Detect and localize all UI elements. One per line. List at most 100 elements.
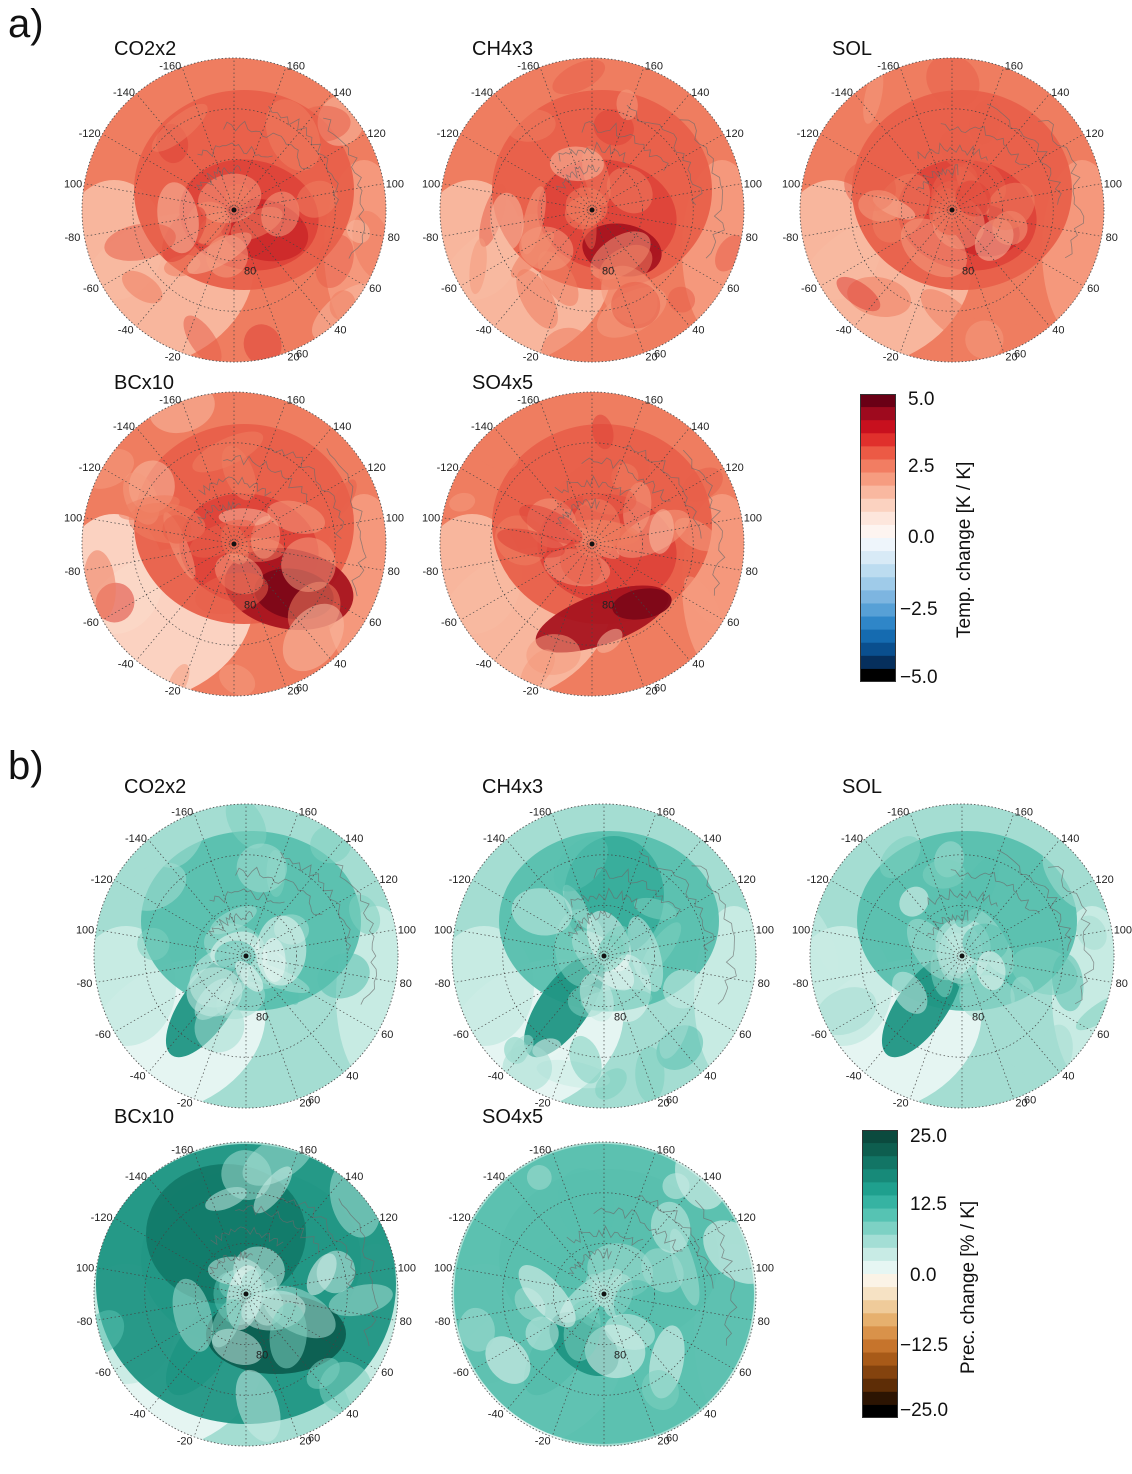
coastline — [581, 121, 669, 172]
map-boundary — [451, 803, 757, 1109]
longitude-label: -60 — [801, 283, 817, 295]
colorbar-swatch — [860, 590, 896, 604]
longitude-label: 160 — [645, 60, 663, 72]
colorbar-swatch — [862, 1221, 898, 1236]
longitude-label: -40 — [476, 659, 492, 671]
longitude-label: -100 — [422, 512, 440, 524]
coastline — [1047, 865, 1095, 1005]
longitude-label: -100 — [76, 924, 94, 936]
meridian — [591, 209, 742, 237]
map-title-b-bcx10: BCx10 — [114, 1106, 175, 1128]
colorbar-swatch — [860, 433, 896, 447]
field-patch — [569, 1035, 602, 1084]
meridian — [454, 929, 605, 957]
colorbar-swatch — [862, 1352, 898, 1367]
polar-map-a-sol: -160 160 -140 140 -120 120 -100 100 -80 80 -60 60 -4… — [782, 57, 1122, 364]
field-patch — [265, 99, 321, 171]
longitude-label: -120 — [91, 1212, 113, 1224]
colorbar-swatch — [860, 655, 896, 670]
meridian — [899, 67, 953, 211]
colorbar-swatch — [862, 1130, 898, 1144]
coastline — [593, 1207, 683, 1252]
field-patch — [565, 187, 608, 226]
longitude-label: -100 — [782, 178, 800, 190]
field-patch — [282, 603, 344, 672]
latitude-circle — [195, 1243, 297, 1345]
meridian — [951, 183, 1102, 211]
field-patch — [330, 479, 357, 518]
meridian — [245, 879, 378, 957]
meridian — [245, 1177, 344, 1295]
field-patch — [210, 905, 257, 935]
colorbar-swatch — [862, 1391, 898, 1406]
meridian — [603, 1293, 754, 1321]
coastline — [917, 164, 959, 190]
longitude-label: 100 — [744, 512, 762, 524]
latitude-label: 80 — [602, 266, 614, 278]
latitude-label: 80 — [256, 1012, 268, 1024]
meridian — [951, 133, 1084, 211]
colorbar-swatch — [860, 564, 896, 578]
field-patch — [192, 431, 264, 473]
field-patch — [650, 1201, 691, 1254]
meridian — [472, 955, 605, 1033]
meridian — [603, 879, 736, 957]
latitude-circle — [553, 905, 655, 1007]
field-patch — [662, 1173, 690, 1200]
meridian — [442, 517, 593, 545]
longitude-label: 60 — [727, 283, 739, 295]
field-patch — [810, 908, 839, 974]
coastline — [694, 1199, 738, 1346]
meridian — [233, 543, 384, 571]
meridian — [102, 467, 235, 545]
field-patch — [667, 286, 696, 313]
coastline — [208, 1250, 253, 1274]
field-patch — [962, 923, 1009, 963]
longitude-label: 120 — [367, 128, 385, 140]
field-patch — [121, 270, 163, 304]
field-patch — [965, 320, 1004, 359]
meridian — [961, 929, 1112, 957]
longitude-label: -80 — [792, 978, 808, 990]
field-patch — [94, 1310, 125, 1354]
field-patch — [674, 517, 718, 552]
longitude-label: 160 — [1015, 806, 1033, 818]
map-boundary — [439, 391, 745, 697]
longitude-label: -40 — [130, 1071, 146, 1083]
colorbar-frame — [860, 394, 896, 682]
longitude-label: -160 — [517, 394, 539, 406]
latitude-label: 60 — [296, 348, 308, 360]
longitude-label: -20 — [165, 686, 181, 698]
coastline — [196, 500, 241, 524]
field-patch — [296, 180, 338, 218]
longitude-label: -80 — [76, 1316, 92, 1328]
longitude-label: 40 — [346, 1409, 358, 1421]
coastline — [950, 869, 1040, 914]
longitude-label: -140 — [113, 87, 135, 99]
field-patch — [172, 1278, 213, 1352]
longitude-label: -140 — [483, 1171, 505, 1183]
meridian — [454, 1267, 605, 1295]
longitude-label: -80 — [76, 978, 92, 990]
longitude-label: -100 — [434, 924, 452, 936]
longitude-label: 80 — [388, 232, 400, 244]
latitude-label: 60 — [308, 1094, 320, 1106]
coastline — [635, 1195, 714, 1289]
longitude-label: -160 — [171, 1144, 193, 1156]
longitude-label: -100 — [434, 1262, 452, 1274]
longitude-label: -20 — [535, 1436, 551, 1448]
longitude-label: -120 — [807, 874, 829, 886]
longitude-label: 80 — [1106, 232, 1118, 244]
longitude-label: 120 — [737, 874, 755, 886]
meridian — [961, 839, 1060, 957]
latitude-label: 80 — [602, 600, 614, 612]
field-patch — [506, 109, 556, 142]
meridian — [102, 133, 235, 211]
meridian — [494, 427, 593, 545]
latitude-circle — [541, 493, 643, 595]
meridian — [603, 955, 736, 1033]
longitude-label: -160 — [529, 1144, 551, 1156]
longitude-label: 160 — [657, 806, 675, 818]
longitude-label: -20 — [165, 352, 181, 364]
meridian — [603, 1177, 702, 1295]
